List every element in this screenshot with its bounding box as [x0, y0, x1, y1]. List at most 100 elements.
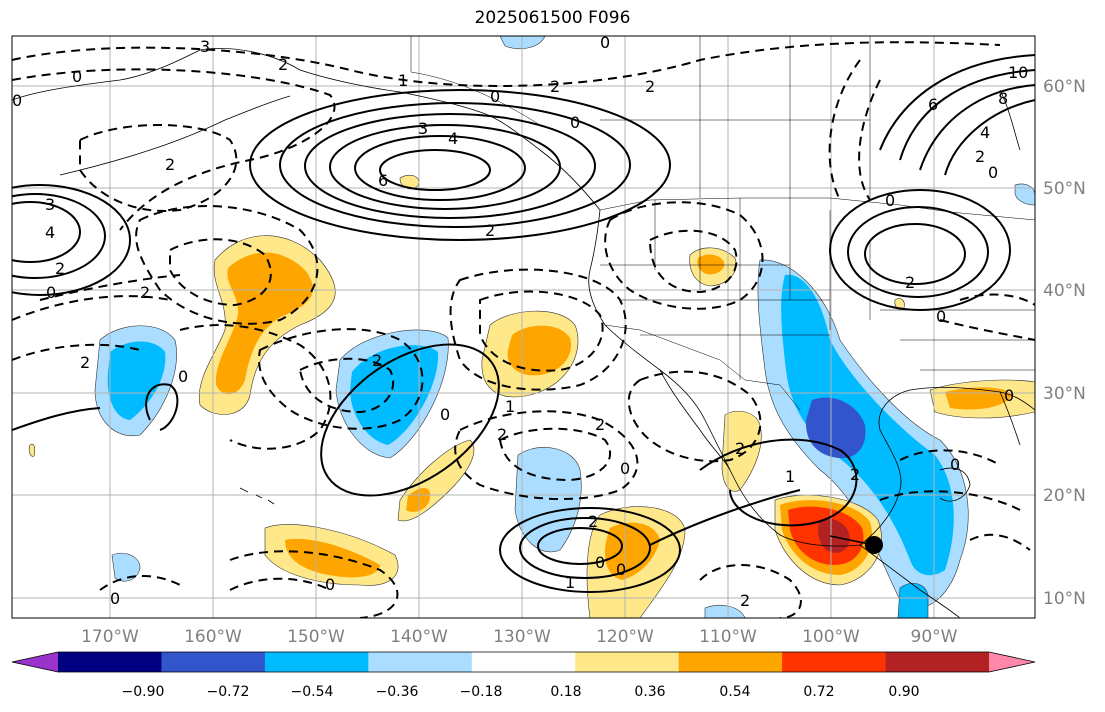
- contour-label: 6: [378, 171, 388, 190]
- contour-label: 0: [570, 113, 580, 132]
- contour-label: 2: [165, 155, 175, 174]
- shade-blue-mexico: [781, 274, 954, 576]
- coast-baja: [659, 369, 731, 471]
- high-alaska-1: [249, 89, 671, 241]
- contour-label: 1: [505, 397, 515, 416]
- lon-tick-label: 130°W: [493, 627, 551, 647]
- border-states-a: [654, 198, 871, 380]
- contours-solid: [12, 54, 1035, 593]
- high-west-1: [12, 184, 131, 296]
- contour-label: 8: [998, 89, 1008, 108]
- contour-label: 0: [936, 307, 946, 326]
- lon-tick-label: 120°W: [596, 627, 654, 647]
- shade-blue-south: [897, 582, 929, 618]
- contour-label: 2: [588, 512, 598, 531]
- contour-label: 0: [440, 405, 450, 424]
- contour-label: 4: [448, 129, 458, 148]
- colorbar-tick-label: 0.90: [888, 684, 919, 700]
- contour-label: 0: [490, 87, 500, 106]
- coast-aleutians: [59, 95, 291, 176]
- lon-tick-label: 90°W: [911, 627, 958, 647]
- high-west-3: [12, 201, 81, 263]
- lon-tick-label: 140°W: [390, 627, 448, 647]
- contour-label: 2: [905, 273, 915, 292]
- high-alaska-4: [329, 124, 561, 210]
- contour-label: 10: [1008, 63, 1028, 82]
- lon-tick-label: 160°W: [184, 627, 242, 647]
- colorbar-segment: [678, 652, 783, 672]
- contour-label: 2: [550, 77, 560, 96]
- contour-label: 0: [595, 553, 605, 572]
- shade-yellow-tiny-west: [28, 443, 36, 457]
- contour-label: 0: [988, 163, 998, 182]
- shade-orange-nevada: [697, 254, 725, 275]
- border-us-mexico: [604, 324, 801, 411]
- high-ne-1: [879, 54, 1035, 151]
- high-alaska-3: [304, 113, 596, 219]
- colorbar-segment: [471, 652, 576, 672]
- contour-label: 2: [850, 465, 860, 484]
- colorbar-tick-label: 0.36: [634, 684, 665, 700]
- coast-yucatan: [939, 467, 971, 502]
- lat-tick-label: 20°N: [1043, 486, 1086, 506]
- contour-label: 2: [740, 591, 750, 610]
- contour-label: 1: [565, 573, 575, 592]
- lat-tick-label: 10°N: [1043, 589, 1086, 609]
- colorbar-segment: [161, 652, 266, 672]
- colorbar-labels: −0.90 −0.72 −0.54 −0.36 −0.18 0.18 0.36 …: [122, 684, 920, 700]
- contour-label: 1: [785, 467, 795, 486]
- contour-label: 4: [45, 223, 55, 242]
- contour-label: 4: [980, 123, 990, 142]
- contour-1-hurricane: [699, 438, 858, 527]
- high-alaska-2: [279, 102, 631, 228]
- colorbar-tick-label: −0.90: [122, 684, 165, 700]
- contour-label: 0: [600, 33, 610, 52]
- contour-label: 6: [928, 95, 938, 114]
- shade-light-blue-small4: [704, 605, 746, 618]
- contour-label: 2: [497, 425, 507, 444]
- colorbar-segment: [575, 652, 680, 672]
- high-south-3: [537, 527, 623, 565]
- colorbar-tick-label: 0.72: [803, 684, 834, 700]
- contour-label: 2: [645, 77, 655, 96]
- coast-hudson: [999, 89, 1021, 151]
- coast-centralam: [859, 544, 961, 618]
- contour-label: 2: [372, 351, 382, 370]
- lat-tick-label: 30°N: [1043, 384, 1086, 404]
- border-canada-prov: [600, 36, 871, 198]
- plot-frame: [11, 35, 1036, 619]
- contour-0-center: [145, 383, 179, 431]
- colorbar-tick-label: −0.72: [207, 684, 250, 700]
- high-ne-2: [899, 69, 1035, 161]
- high-greatlakes-1: [829, 189, 1011, 311]
- contour-label: 0: [178, 367, 188, 386]
- contour-0-south: [12, 407, 101, 431]
- high-south-2: [519, 517, 651, 579]
- contour-label: 0: [950, 455, 960, 474]
- coast-alaska: [12, 48, 601, 211]
- high-ne-3: [919, 84, 1035, 171]
- high-greatlakes-2: [847, 206, 989, 298]
- coast-florida: [999, 391, 1021, 446]
- lon-tick-label: 100°W: [802, 627, 860, 647]
- map-title: 2025061500 F096: [474, 8, 631, 28]
- contour-label: 0: [46, 283, 56, 302]
- shade-orange-center: [507, 325, 572, 376]
- shade-yellow-baja: [721, 410, 762, 492]
- colorbar-extend-high: [989, 652, 1035, 672]
- contour-label: 2: [278, 55, 288, 74]
- coastlines: [12, 48, 1035, 618]
- contour-label: 0: [616, 560, 626, 579]
- shade-yellow-small-ak: [399, 174, 420, 190]
- colorbar-segment: [58, 652, 162, 672]
- colorbar-extend-low: [12, 652, 58, 672]
- contour-label: 2: [595, 415, 605, 434]
- shade-blue-west: [107, 341, 166, 420]
- contour-label: 3: [45, 195, 55, 214]
- shade-blue-center: [350, 345, 439, 445]
- contour-label: 2: [55, 259, 65, 278]
- colorbar-segment: [264, 652, 369, 672]
- gridlines: [12, 36, 1035, 618]
- contour-1-hurricane-b: [649, 489, 801, 546]
